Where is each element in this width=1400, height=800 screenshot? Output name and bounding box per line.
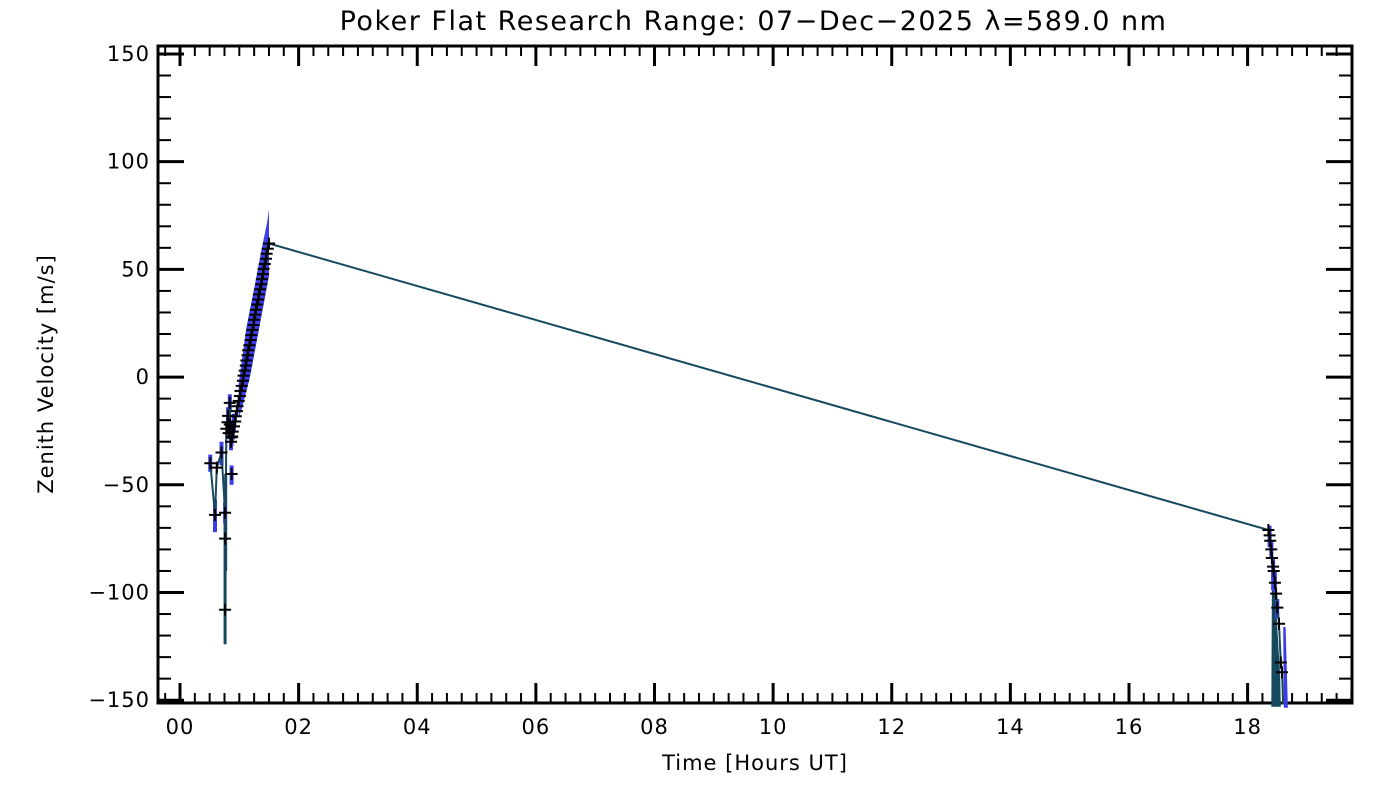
- x-tick-labels: 00 02 04 06 08 10 12 14 16 18: [166, 715, 1262, 739]
- y-tick-labels: 150 100 50 0 −50 −100 −150: [88, 42, 150, 712]
- svg-text:−150: −150: [88, 688, 150, 712]
- svg-text:08: 08: [640, 715, 669, 739]
- chart-title: Poker Flat Research Range: 07−Dec−2025 λ…: [339, 6, 1168, 37]
- svg-text:00: 00: [166, 715, 195, 739]
- svg-text:50: 50: [121, 257, 150, 281]
- svg-text:06: 06: [522, 715, 551, 739]
- axis-ticks: [158, 46, 1353, 703]
- svg-text:0: 0: [136, 365, 150, 389]
- error-bands: [238, 209, 1288, 708]
- velocity-trace: [209, 242, 1285, 705]
- svg-text:16: 16: [1115, 715, 1144, 739]
- svg-text:−50: −50: [103, 473, 150, 497]
- svg-text:−100: −100: [88, 580, 150, 604]
- svg-text:02: 02: [284, 715, 313, 739]
- svg-text:18: 18: [1233, 715, 1262, 739]
- svg-text:04: 04: [403, 715, 432, 739]
- svg-text:12: 12: [877, 715, 906, 739]
- band-teal-right: [1271, 562, 1281, 707]
- band-blue-right: [1283, 627, 1288, 708]
- svg-text:100: 100: [107, 150, 150, 174]
- x-axis-label: Time [Hours UT]: [662, 751, 848, 775]
- svg-text:150: 150: [107, 42, 150, 66]
- axes-frame: [156, 44, 1354, 705]
- svg-text:14: 14: [996, 715, 1025, 739]
- plus-markers: [204, 237, 1288, 679]
- svg-text:10: 10: [759, 715, 788, 739]
- error-bars: [208, 394, 1280, 645]
